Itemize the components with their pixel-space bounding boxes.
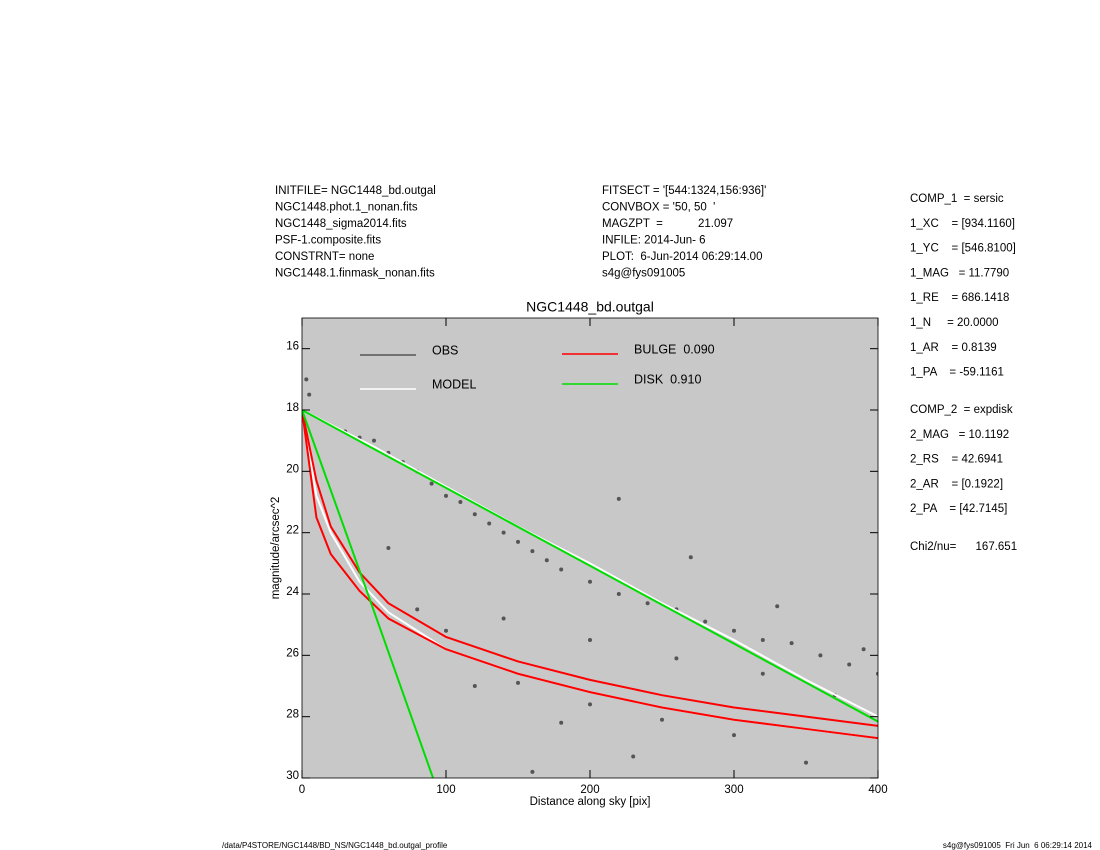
obs-point [703,619,708,624]
obs-point [530,769,535,774]
y-tick-label: 24 [286,586,299,598]
comp2-param: 2_AR = [0.1922] [910,478,1003,490]
obs-point [516,539,520,544]
obs-point [458,500,463,504]
obs-point [688,555,693,560]
obs-point [472,512,477,517]
obs-point [386,546,391,550]
x-tick-label: 0 [299,784,305,796]
model-edge [302,409,434,778]
comp1-param: 1_AR = 0.8139 [910,342,997,354]
obs-point [616,496,621,501]
obs-point [304,377,309,382]
x-axis-label: Distance along sky [pix] [530,796,651,808]
footer-stamp: s4g@fys091005 Fri Jun 6 06:29:14 2014 [943,841,1093,850]
obs-point [876,671,878,676]
model-edge [302,409,878,718]
header-middle: CONVBOX = '50, 50 ' [602,202,715,214]
obs-point [415,607,420,612]
y-tick-label: 20 [286,463,299,475]
obs-point [544,558,549,563]
comp2-param: 2_MAG = 10.1192 [910,429,1009,441]
model-edge [302,409,878,727]
chart-title: NGC1448_bd.outgal [526,299,654,315]
y-tick-label: 30 [286,770,299,782]
x-tick-label: 400 [868,784,887,796]
header-left: NGC1448.1.finmask_nonan.fits [275,268,435,280]
comp1-param: 1_XC = [934.1160] [910,218,1015,230]
obs-point [530,549,535,554]
obs-point [487,521,492,526]
obs-point [516,680,520,685]
header-left: PSF-1.composite.fits [275,235,381,247]
obs-point [760,671,765,676]
x-tick-label: 300 [724,784,743,796]
obs-point [847,662,852,667]
obs-point [559,567,564,572]
legend-label: OBS [432,343,458,357]
y-tick-label: 26 [286,647,299,659]
obs-point [732,733,736,738]
obs-point [616,592,621,596]
obs-point [660,717,664,722]
obs-point [444,493,448,498]
y-axis-label: magnitude/arcsec^2 [270,497,282,600]
header-left: INITFILE= NGC1448_bd.outgal [275,185,436,197]
obs-point [674,656,679,661]
comp2-param: 2_RS = 42.6941 [910,454,1003,466]
x-tick-label: 100 [436,784,455,796]
y-tick-label: 28 [286,709,299,721]
header-middle: PLOT: 6-Jun-2014 06:29:14.00 [602,251,762,263]
plot-area [302,377,878,778]
header-left: NGC1448_sigma2014.fits [275,218,407,230]
header-middle: MAGZPT = 21.097 [602,218,733,230]
chi-square: Chi2/nu= 167.651 [910,541,1017,553]
obs-point [444,628,448,633]
obs-point [559,720,564,725]
obs-point [775,604,780,609]
obs-point [307,392,312,397]
legend-label: MODEL [432,377,477,391]
obs-point [732,628,736,633]
model-edge [302,409,878,723]
comp1-param: 1_N = 20.0000 [910,317,999,329]
comp1-param: COMP_1 = sersic [910,193,1004,205]
obs-point [861,647,866,652]
obs-point [472,684,477,688]
obs-point [804,760,808,765]
x-tick-label: 200 [580,784,599,796]
obs-point [429,481,434,486]
footer-path: /data/P4STORE/NGC1448/BD_NS/NGC1448_bd.o… [222,841,448,850]
header-middle: FITSECT = '[544:1324,156:936]' [602,185,766,197]
obs-point [372,438,376,443]
obs-point [631,754,636,759]
obs-point [501,530,506,535]
obs-point [501,616,506,621]
comp2-param: COMP_2 = expdisk [910,404,1013,416]
obs-point [789,641,794,646]
header-middle: INFILE: 2014-Jun- 6 [602,235,706,247]
legend-label: DISK 0.910 [634,372,701,386]
comp2-param: 2_PA = [42.7145] [910,503,1007,515]
comp1-param: 1_MAG = 11.7790 [910,267,1009,279]
header-left: CONSTRNT= none [275,251,374,263]
model-edge [302,409,878,740]
header-middle: s4g@fys091005 [602,268,685,280]
comp1-param: 1_RE = 686.1418 [910,292,1009,304]
obs-point [818,653,823,658]
obs-point [588,638,592,642]
y-tick-label: 18 [286,402,299,414]
comp1-param: 1_YC = [546.8100] [910,243,1016,255]
obs-point [645,601,650,606]
comp1-param: 1_PA = -59.1161 [910,367,1004,379]
obs-point [588,579,592,584]
header-left: NGC1448.phot.1_nonan.fits [275,202,418,214]
plot-background [302,318,878,778]
obs-point [588,702,592,707]
y-tick-label: 16 [286,341,299,353]
obs-point [760,638,765,642]
y-tick-label: 22 [286,525,299,537]
legend-label: BULGE 0.090 [634,342,715,356]
